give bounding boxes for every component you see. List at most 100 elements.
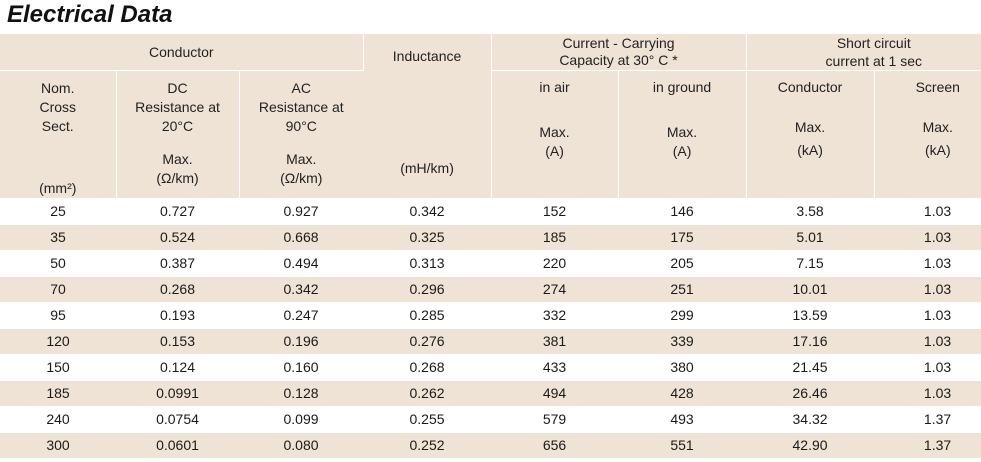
ac-resistance-header: AC Resistance at 90°C Max. (Ω/km) xyxy=(239,70,364,199)
current-in-ground-cell: 380 xyxy=(618,354,747,381)
inductance-cell: 0.342 xyxy=(363,198,492,225)
in-ground-unit: (A) xyxy=(672,143,692,159)
dc-resistance-cell: 0.153 xyxy=(116,328,239,355)
ac-resistance-cell: 0.668 xyxy=(239,224,364,251)
in-air-label: in air xyxy=(539,79,570,95)
nom-cross-cell: 240 xyxy=(0,406,116,433)
sc-conductor-cell: 7.15 xyxy=(746,250,875,277)
sc-conductor-cell: 5.01 xyxy=(746,224,875,251)
table-row: 25 0.727 0.927 0.342 152 146 3.58 1.03 xyxy=(0,198,981,225)
current-in-air-cell: 185 xyxy=(491,224,619,251)
current-in-ground-cell: 205 xyxy=(618,250,747,277)
ac-resistance-cell: 0.342 xyxy=(239,276,364,303)
ac-resistance-cell: 0.247 xyxy=(239,302,364,329)
dc-resistance-cell: 0.193 xyxy=(116,302,239,329)
dc-resistance-cell: 0.0754 xyxy=(116,406,239,433)
short-circuit-group-header: Short circuit current at 1 sec xyxy=(746,34,981,71)
table-row: 120 0.153 0.196 0.276 381 339 17.16 1.03 xyxy=(0,328,981,355)
sc-conductor-cell: 13.59 xyxy=(746,302,875,329)
nom-cross-unit: (mm²) xyxy=(39,180,77,196)
current-in-air-cell: 220 xyxy=(491,250,619,277)
inductance-cell: 0.296 xyxy=(363,276,492,303)
conductor-group-header: Conductor xyxy=(0,34,364,71)
table-row: 35 0.524 0.668 0.325 185 175 5.01 1.03 xyxy=(0,224,981,251)
inductance-cell: 0.325 xyxy=(363,224,492,251)
current-in-ground-cell: 551 xyxy=(618,432,747,458)
dc-resistance-label: DC Resistance at 20°C xyxy=(135,80,220,134)
dc-max-label: Max. xyxy=(162,151,193,167)
current-in-air-cell: 274 xyxy=(491,276,619,303)
inductance-cell: 0.255 xyxy=(363,406,492,433)
dc-resistance-cell: 0.0601 xyxy=(116,432,239,458)
sc-conductor-cell: 34.32 xyxy=(746,406,875,433)
short-circuit-label: Short circuit current at 1 sec xyxy=(825,35,923,69)
inductance-cell: 0.276 xyxy=(363,328,492,355)
nom-cross-cell: 300 xyxy=(0,432,116,458)
sc-conductor-label: Conductor xyxy=(777,79,843,95)
dc-resistance-cell: 0.387 xyxy=(116,250,239,277)
electrical-data-table-wrapper: Conductor Inductance (mH/km) Current - C… xyxy=(0,34,981,458)
current-in-air-cell: 332 xyxy=(491,302,619,329)
ac-resistance-cell: 0.099 xyxy=(239,406,364,433)
table-row: 150 0.124 0.160 0.268 433 380 21.45 1.03 xyxy=(0,354,981,381)
inductance-cell: 0.262 xyxy=(363,380,492,407)
sc-screen-cell: 1.03 xyxy=(874,328,981,355)
current-in-air-cell: 433 xyxy=(491,354,619,381)
current-in-air-cell: 152 xyxy=(491,198,619,225)
dc-resistance-cell: 0.524 xyxy=(116,224,239,251)
sc-conductor-cell: 3.58 xyxy=(746,198,875,225)
ac-resistance-cell: 0.080 xyxy=(239,432,364,458)
table-row: 240 0.0754 0.099 0.255 579 493 34.32 1.37 xyxy=(0,406,981,433)
in-air-max-label: Max. xyxy=(539,124,570,140)
current-in-air-cell: 381 xyxy=(491,328,619,355)
sc-screen-cell: 1.03 xyxy=(874,354,981,381)
nom-cross-cell: 70 xyxy=(0,276,116,303)
current-in-ground-cell: 493 xyxy=(618,406,747,433)
sc-screen-cell: 1.37 xyxy=(874,432,981,458)
sc-conductor-cell: 26.46 xyxy=(746,380,875,407)
ac-max-label: Max. xyxy=(286,151,317,167)
current-in-ground-cell: 428 xyxy=(618,380,747,407)
nom-cross-header: Nom. Cross Sect. (mm²) xyxy=(0,70,117,199)
current-in-ground-cell: 339 xyxy=(618,328,747,355)
sc-screen-cell: 1.03 xyxy=(874,250,981,277)
sc-conductor-cell: 10.01 xyxy=(746,276,875,303)
inductance-cell: 0.313 xyxy=(363,250,492,277)
inductance-header: Inductance (mH/km) xyxy=(363,34,492,199)
current-capacity-label: Current - Carrying Capacity at 30° C * xyxy=(559,35,678,68)
current-in-ground-cell: 146 xyxy=(618,198,747,225)
nom-cross-cell: 95 xyxy=(0,302,116,329)
sc-screen-cell: 1.03 xyxy=(874,302,981,329)
current-in-ground-cell: 299 xyxy=(618,302,747,329)
dc-unit: (Ω/km) xyxy=(156,170,199,186)
table-header: Conductor Inductance (mH/km) Current - C… xyxy=(0,34,981,199)
dc-resistance-cell: 0.727 xyxy=(116,198,239,225)
sc-screen-cell: 1.03 xyxy=(874,276,981,303)
inductance-cell: 0.285 xyxy=(363,302,492,329)
current-in-ground-cell: 251 xyxy=(618,276,747,303)
ac-resistance-cell: 0.494 xyxy=(239,250,364,277)
sc-conductor-unit: (kA) xyxy=(797,142,823,158)
inductance-cell: 0.252 xyxy=(363,432,492,458)
current-in-air-cell: 494 xyxy=(491,380,619,407)
sc-screen-header: Screen Max. (kA) xyxy=(874,70,981,199)
electrical-data-table: Conductor Inductance (mH/km) Current - C… xyxy=(0,34,981,458)
nom-cross-cell: 35 xyxy=(0,224,116,251)
in-air-unit: (A) xyxy=(545,143,564,159)
dc-resistance-header: DC Resistance at 20°C Max. (Ω/km) xyxy=(116,70,240,199)
current-in-air-cell: 656 xyxy=(491,432,619,458)
ac-unit: (Ω/km) xyxy=(280,170,323,186)
inductance-cell: 0.268 xyxy=(363,354,492,381)
in-ground-header: in ground Max. (A) xyxy=(618,70,747,199)
sc-conductor-cell: 42.90 xyxy=(746,432,875,458)
table-row: 185 0.0991 0.128 0.262 494 428 26.46 1.03 xyxy=(0,380,981,407)
inductance-unit: (mH/km) xyxy=(400,160,454,176)
ac-resistance-label: AC Resistance at 90°C xyxy=(258,80,344,134)
nom-cross-cell: 25 xyxy=(0,198,116,225)
table-row: 300 0.0601 0.080 0.252 656 551 42.90 1.37 xyxy=(0,432,981,458)
current-capacity-group-header: Current - Carrying Capacity at 30° C * xyxy=(491,34,747,71)
table-row: 70 0.268 0.342 0.296 274 251 10.01 1.03 xyxy=(0,276,981,303)
sc-screen-cell: 1.37 xyxy=(874,406,981,433)
nom-cross-cell: 185 xyxy=(0,380,116,407)
table-row: 50 0.387 0.494 0.313 220 205 7.15 1.03 xyxy=(0,250,981,277)
